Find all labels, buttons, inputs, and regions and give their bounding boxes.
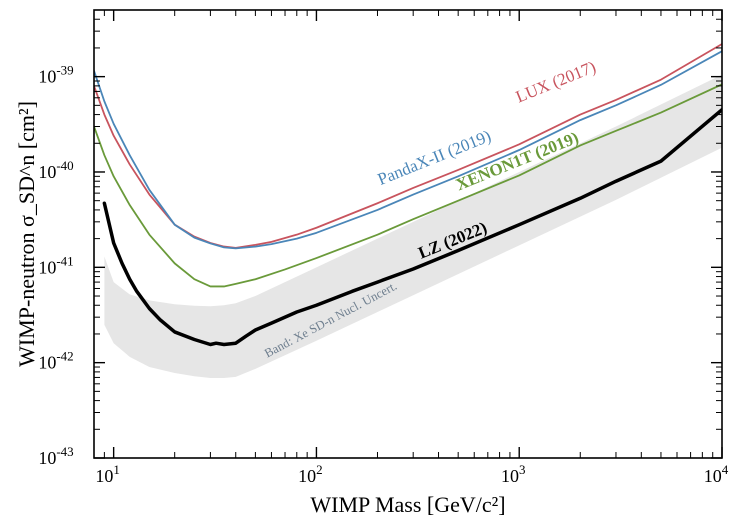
y-axis-title: WIMP-neutron σ_SD^n [cm²]: [14, 101, 39, 367]
series-line-pandax-ii-2019: [94, 50, 722, 250]
tick-labels: 101 102 103 104 10-39 10-40 10-41 10-42 10-43: [38, 63, 728, 486]
y-tick-label: 10-42: [38, 349, 73, 373]
series-line-lz-2022: [102, 107, 722, 347]
x-tick-label: 103: [501, 462, 526, 486]
plot-frame: [93, 9, 723, 459]
x-tick-label: 101: [95, 462, 120, 486]
y-tick-label: 10-39: [38, 63, 73, 87]
x-axis-title: WIMP Mass [GeV/c²]: [310, 492, 505, 517]
y-tick-label: 10-40: [38, 158, 73, 182]
series-line-xenon1t-2019: [94, 83, 722, 288]
x-tick-label: 102: [298, 462, 323, 486]
y-tick-label: 10-43: [38, 444, 73, 468]
minor-ticks: [93, 9, 722, 458]
uncertainty-band: [104, 74, 722, 379]
x-tick-label: 104: [704, 462, 729, 486]
series-line-lux-2017: [94, 43, 722, 249]
y-tick-label: 10-41: [38, 253, 73, 277]
plot-area: [94, 43, 722, 379]
